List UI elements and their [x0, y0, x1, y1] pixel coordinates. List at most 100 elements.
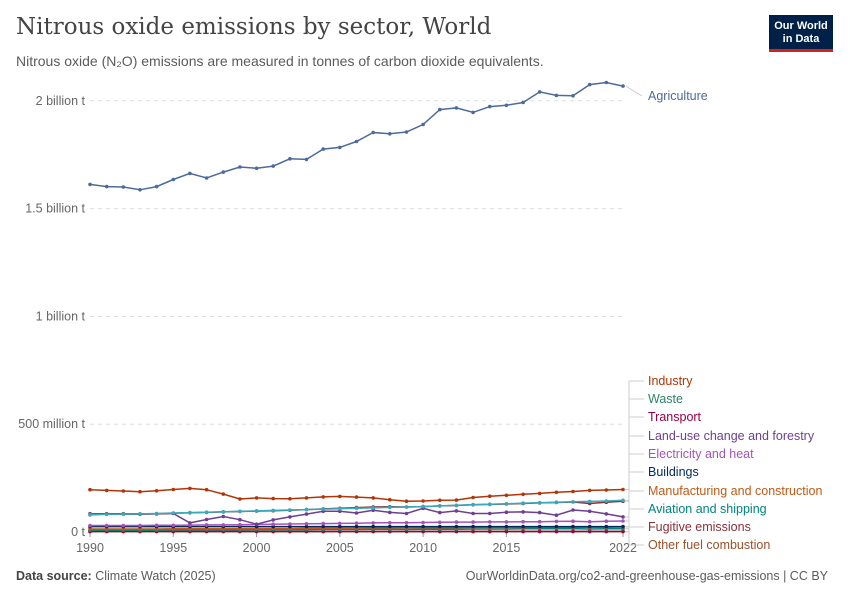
data-point: [521, 101, 525, 105]
data-point: [321, 507, 325, 511]
data-point: [305, 522, 309, 526]
footer-url-license[interactable]: OurWorldinData.org/co2-and-greenhouse-ga…: [466, 569, 828, 583]
x-tick-label: 2015: [493, 541, 521, 555]
data-point: [88, 513, 92, 517]
data-point: [271, 497, 275, 501]
data-point: [155, 185, 159, 189]
data-point: [488, 520, 492, 524]
data-point: [405, 499, 409, 503]
data-point: [621, 519, 625, 523]
footer-source: Data source: Climate Watch (2025): [16, 569, 216, 583]
x-tick-label: 1995: [159, 541, 187, 555]
label-connector: [625, 472, 644, 527]
series-agriculture: [88, 81, 625, 192]
data-point: [205, 510, 209, 514]
series-label: Fugitive emissions: [648, 520, 751, 534]
data-point: [405, 130, 409, 134]
data-point: [188, 511, 192, 515]
data-point: [338, 495, 342, 499]
data-point: [355, 140, 359, 144]
data-point: [488, 494, 492, 498]
data-point: [455, 504, 459, 508]
label-connector: [625, 509, 644, 529]
data-point: [488, 512, 492, 516]
data-point: [338, 525, 342, 529]
data-point: [621, 488, 625, 492]
data-point: [105, 524, 109, 528]
data-point: [605, 499, 609, 503]
data-point: [471, 503, 475, 507]
data-point: [388, 521, 392, 525]
data-point: [222, 523, 226, 527]
data-point: [172, 488, 176, 492]
data-point: [605, 81, 609, 85]
data-point: [455, 509, 459, 513]
series-label: Land-use change and forestry: [648, 429, 815, 443]
data-point: [521, 501, 525, 505]
data-point: [288, 497, 292, 501]
data-point: [122, 489, 126, 493]
source-value: Climate Watch (2025): [95, 569, 215, 583]
data-point: [538, 511, 542, 515]
data-point: [288, 515, 292, 519]
data-point: [405, 512, 409, 516]
data-point: [172, 511, 176, 515]
data-point: [105, 513, 109, 517]
data-point: [438, 499, 442, 503]
data-point: [538, 520, 542, 524]
data-point: [571, 94, 575, 98]
x-tick-label: 1990: [76, 541, 104, 555]
data-point: [421, 525, 425, 529]
series-industry: [88, 487, 625, 503]
data-point: [222, 510, 226, 514]
data-point: [621, 499, 625, 503]
data-point: [521, 510, 525, 514]
series-label: Aviation and shipping: [648, 502, 767, 516]
series-label: Transport: [648, 410, 702, 424]
data-point: [571, 500, 575, 504]
data-point: [355, 507, 359, 511]
data-point: [388, 506, 392, 510]
data-point: [588, 525, 592, 529]
data-point: [438, 504, 442, 508]
data-point: [138, 188, 142, 192]
data-point: [88, 183, 92, 187]
data-point: [138, 490, 142, 494]
data-point: [355, 521, 359, 525]
data-point: [88, 524, 92, 528]
y-tick-label: 500 million t: [18, 417, 85, 431]
data-point: [371, 525, 375, 529]
data-point: [471, 111, 475, 115]
data-point: [405, 525, 409, 529]
data-point: [271, 522, 275, 526]
data-point: [471, 525, 475, 529]
data-point: [371, 496, 375, 500]
y-tick-label: 1.5 billion t: [25, 202, 85, 216]
data-point: [355, 525, 359, 529]
data-point: [288, 508, 292, 512]
data-point: [155, 489, 159, 493]
data-point: [405, 505, 409, 509]
data-point: [222, 515, 226, 519]
y-tick-label: 1 billion t: [36, 309, 86, 323]
series-line: [90, 488, 623, 501]
data-point: [388, 511, 392, 515]
data-point: [155, 512, 159, 516]
data-point: [188, 521, 192, 525]
data-point: [338, 522, 342, 526]
data-point: [521, 520, 525, 524]
data-point: [388, 525, 392, 529]
data-point: [438, 525, 442, 529]
data-point: [605, 512, 609, 516]
series-label: Manufacturing and construction: [648, 484, 822, 498]
data-point: [555, 513, 559, 517]
data-point: [421, 499, 425, 503]
data-point: [238, 510, 242, 514]
data-point: [588, 500, 592, 504]
series-label: Buildings: [648, 465, 699, 479]
data-point: [505, 520, 509, 524]
label-connector: [625, 381, 644, 490]
label-connector: [625, 417, 644, 501]
y-tick-label: 2 billion t: [36, 94, 86, 108]
data-point: [571, 490, 575, 494]
